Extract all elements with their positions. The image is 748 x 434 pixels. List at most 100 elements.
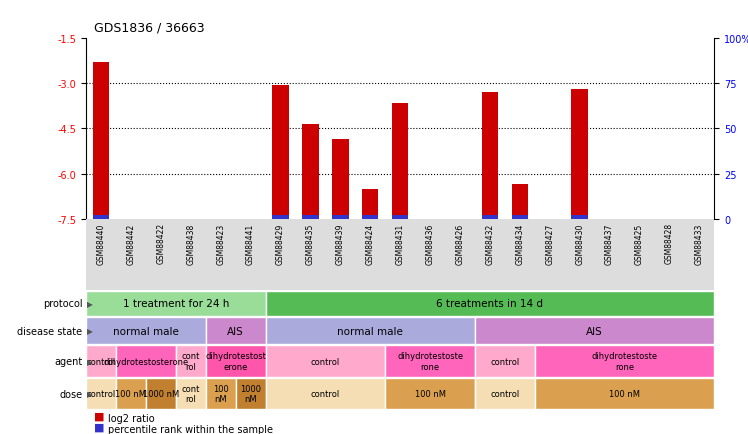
Bar [571,90,588,219]
Text: GSM88430: GSM88430 [575,223,584,264]
Bar [482,216,498,219]
Text: ▶: ▶ [87,299,93,308]
Text: cont
rol: cont rol [182,384,200,404]
Text: GSM88428: GSM88428 [665,223,674,264]
Text: AIS: AIS [227,326,244,336]
Text: GSM88425: GSM88425 [635,223,644,264]
Bar [535,378,714,410]
Text: GDS1836 / 36663: GDS1836 / 36663 [94,22,204,35]
Bar [236,378,266,410]
Text: dihydrotestost
erone: dihydrotestost erone [205,352,266,371]
Bar [176,378,206,410]
Text: GSM88434: GSM88434 [515,223,524,264]
Bar [332,216,349,219]
Bar [475,345,535,377]
Text: protocol: protocol [43,299,82,309]
Text: dihydrotestosterone: dihydrotestosterone [103,357,188,366]
Bar [302,216,319,219]
Text: 100 nM: 100 nM [609,389,640,398]
Bar [475,378,535,410]
Text: GSM88440: GSM88440 [96,223,105,264]
Text: ▶: ▶ [87,357,93,366]
Text: ▶: ▶ [87,326,93,335]
Bar [266,345,385,377]
Text: GSM88429: GSM88429 [276,223,285,264]
Text: 100 nM: 100 nM [115,389,147,398]
Bar [266,291,714,316]
Text: GSM88424: GSM88424 [366,223,375,264]
Text: GSM88427: GSM88427 [545,223,554,264]
Text: 6 treatments in 14 d: 6 treatments in 14 d [436,299,544,309]
Text: GSM88433: GSM88433 [695,223,704,264]
Text: control: control [86,389,116,398]
Text: GSM88438: GSM88438 [186,223,195,264]
Bar [482,93,498,219]
Bar [512,184,528,219]
Text: cont
rol: cont rol [182,352,200,371]
Text: 1000
nM: 1000 nM [240,384,261,404]
Text: GSM88437: GSM88437 [605,223,614,264]
Text: 1 treatment for 24 h: 1 treatment for 24 h [123,299,229,309]
Bar [272,85,289,219]
Text: GSM88426: GSM88426 [456,223,465,264]
Text: dihydrotestoste
rone: dihydrotestoste rone [397,352,463,371]
Text: control: control [310,357,340,366]
Text: ▶: ▶ [87,389,93,398]
Bar [385,345,475,377]
Bar [146,378,176,410]
Text: agent: agent [54,356,82,366]
Text: ■: ■ [94,411,104,421]
Bar [392,216,408,219]
Bar [93,216,109,219]
Bar [571,216,588,219]
Text: normal male: normal male [337,326,403,336]
Text: GSM88422: GSM88422 [156,223,165,264]
Bar [475,317,714,345]
Bar [392,104,408,219]
Bar [302,125,319,219]
Text: control: control [86,357,116,366]
Bar [176,345,206,377]
Bar [206,378,236,410]
Text: control: control [310,389,340,398]
Bar [332,140,349,219]
Text: percentile rank within the sample: percentile rank within the sample [108,424,274,434]
Bar [535,345,714,377]
Text: log2 ratio: log2 ratio [108,414,155,424]
Text: 100 nM: 100 nM [414,389,446,398]
Bar [93,63,109,219]
Text: dose: dose [59,389,82,399]
Text: GSM88423: GSM88423 [216,223,225,264]
Text: 1000 nM: 1000 nM [143,389,179,398]
Bar [206,345,266,377]
Bar [116,345,176,377]
Bar [86,317,206,345]
Text: GSM88431: GSM88431 [396,223,405,264]
Text: control: control [490,389,520,398]
Bar [206,317,266,345]
Bar [362,216,378,219]
Text: GSM88439: GSM88439 [336,223,345,264]
Text: disease state: disease state [17,326,82,336]
Bar [266,317,475,345]
Bar [272,216,289,219]
Bar [86,291,266,316]
Bar [116,378,146,410]
Text: control: control [490,357,520,366]
Text: dihydrotestoste
rone: dihydrotestoste rone [592,352,657,371]
Text: GSM88432: GSM88432 [485,223,494,264]
Bar [385,378,475,410]
Text: GSM88435: GSM88435 [306,223,315,264]
Text: ■: ■ [94,421,104,431]
Text: AIS: AIS [586,326,603,336]
Text: GSM88436: GSM88436 [426,223,435,264]
Text: normal male: normal male [113,326,179,336]
Bar [86,345,116,377]
Bar [362,189,378,219]
Bar [512,216,528,219]
Text: 100
nM: 100 nM [212,384,229,404]
Bar [266,378,385,410]
Text: GSM88441: GSM88441 [246,223,255,264]
Text: GSM88442: GSM88442 [126,223,135,264]
Bar [86,378,116,410]
